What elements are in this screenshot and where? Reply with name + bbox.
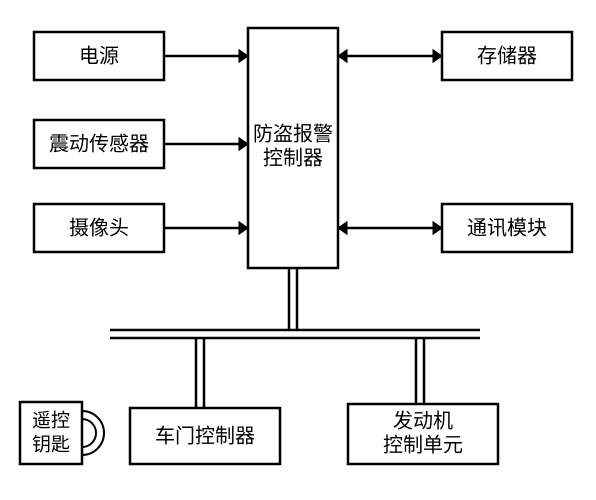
comm-module-label: 通讯模块: [467, 217, 547, 240]
arrowhead: [338, 50, 347, 63]
engine-line2-label: 控制单元: [383, 434, 463, 457]
power-label: 电源: [79, 45, 119, 68]
door-controller-label: 车门控制器: [155, 425, 255, 448]
arrowhead: [433, 222, 442, 235]
engine-line1-label: 发动机: [393, 410, 453, 433]
storage-label: 存储器: [477, 45, 537, 68]
remote-key-line2-label: 钥匙: [32, 433, 70, 455]
diagram-canvas: 电源震动传感器摄像头 防盗报警控制器 存储器通讯模块遥控钥匙 车门控制器 发动机控制单元: [0, 0, 596, 500]
arrowhead: [433, 50, 442, 63]
arrowhead: [338, 222, 347, 235]
controller-line2-label: 控制器: [263, 147, 323, 170]
remote-signal-arc-0: [82, 419, 96, 447]
remote-key-line1-label: 遥控: [32, 409, 70, 431]
controller-line1-label: 防盗报警: [253, 123, 333, 146]
camera-label: 摄像头: [69, 217, 129, 240]
arrowhead: [239, 50, 248, 63]
arrowhead: [239, 138, 248, 151]
arrowhead: [239, 222, 248, 235]
vibration-sensor-label: 震动传感器: [49, 133, 149, 156]
remote-signal-arc-1: [82, 411, 104, 455]
